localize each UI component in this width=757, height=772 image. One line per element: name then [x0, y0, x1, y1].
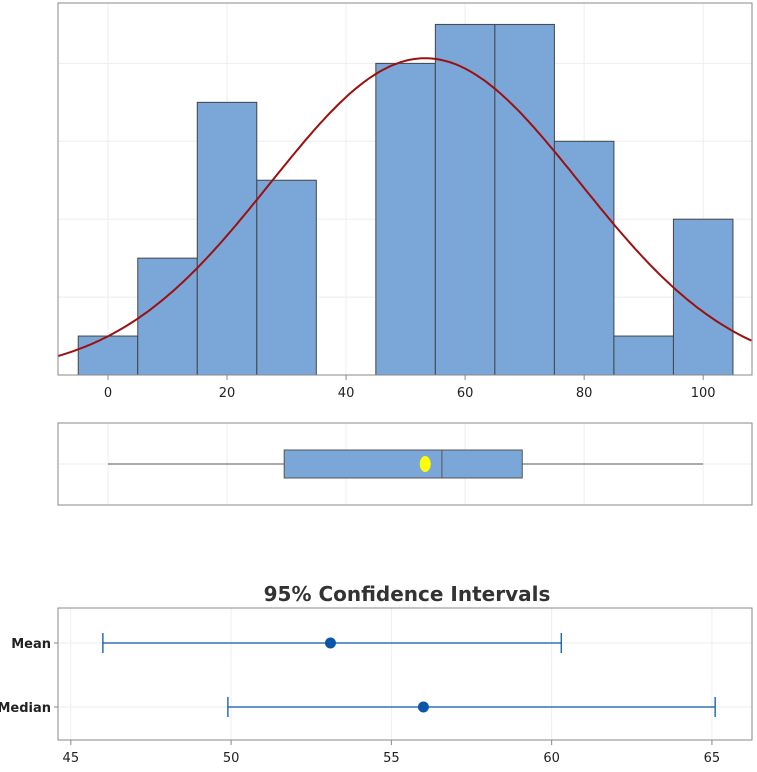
boxplot-panel — [57, 422, 753, 506]
histogram-bar — [256, 179, 317, 376]
x-tick-label: 60 — [543, 751, 560, 766]
y-category-label: Mean — [11, 637, 51, 652]
ci-estimate-point — [324, 637, 336, 649]
x-tick-label: 20 — [219, 386, 236, 401]
x-tick-label: 0 — [104, 386, 112, 401]
confidence-interval-panel: 95% Confidence Intervals Mean Median 45 50 5… — [0, 582, 753, 766]
histogram-bar — [196, 101, 258, 376]
x-tick-label: 55 — [383, 751, 400, 766]
mean-marker — [419, 456, 431, 472]
x-tick-label: 45 — [63, 751, 80, 766]
histogram-bar — [434, 23, 496, 376]
x-tick-label: 65 — [704, 751, 721, 766]
histogram-panel: 0 20 40 60 80 100 — [57, 2, 753, 401]
iqr-box — [283, 449, 523, 479]
x-tick-label: 60 — [457, 386, 474, 401]
x-tick-label: 100 — [691, 386, 716, 401]
plot-frame — [57, 422, 753, 506]
normal-fit-curve — [57, 57, 752, 357]
x-tick-label: 80 — [576, 386, 593, 401]
x-tick-label: 50 — [223, 751, 240, 766]
histogram-bar — [672, 218, 734, 376]
y-category-label: Median — [0, 701, 51, 716]
plot-frame — [57, 607, 753, 741]
plot-frame — [57, 2, 753, 376]
x-tick-label: 40 — [338, 386, 355, 401]
ci-title: 95% Confidence Intervals — [264, 582, 551, 606]
histogram-bar — [494, 23, 555, 376]
histogram-bar — [375, 62, 436, 376]
histogram-bar — [553, 140, 615, 376]
ci-estimate-point — [417, 701, 429, 713]
histogram-bar — [613, 335, 674, 376]
histogram-bar — [77, 335, 139, 376]
